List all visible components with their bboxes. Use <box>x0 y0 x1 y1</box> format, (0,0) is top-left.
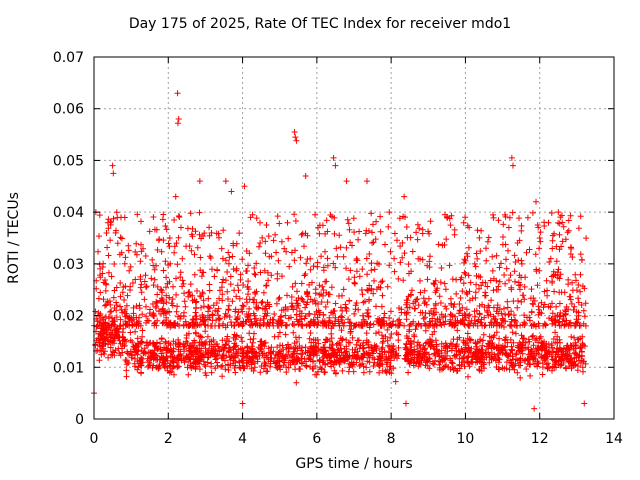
scatter-point <box>222 178 229 185</box>
plot-frame <box>93 56 615 420</box>
scatter-point <box>364 178 370 185</box>
x-tick-label: 0 <box>90 431 99 447</box>
scatter-point <box>173 240 180 247</box>
scatter-point <box>473 250 480 257</box>
chart-title: Day 175 of 2025, Rate Of TEC Index for r… <box>128 16 512 32</box>
scatter-point <box>555 209 562 216</box>
y-tick-label: 0.05 <box>53 153 84 169</box>
y-axis-label: ROTI / TECUs <box>6 192 22 284</box>
scatter-point <box>302 172 309 179</box>
y-tick-label: 0.01 <box>53 360 84 376</box>
scatter-point <box>109 162 116 169</box>
x-tick-label: 4 <box>238 431 247 447</box>
x-tick-label: 8 <box>387 431 396 447</box>
scatter-point <box>509 162 516 169</box>
x-tick-label: 2 <box>164 431 173 447</box>
scatter-point <box>175 116 182 123</box>
x-tick-label: 14 <box>605 431 623 447</box>
y-tick-label: 0.03 <box>53 257 84 273</box>
scatter-point <box>533 198 539 205</box>
scatter-point <box>536 235 543 241</box>
y-tick-label: 0.02 <box>53 309 84 325</box>
y-tick-label: 0 <box>75 412 84 428</box>
y-tick-label: 0.07 <box>53 50 84 66</box>
x-tick-label: 12 <box>531 431 549 447</box>
scatter-point <box>386 209 393 216</box>
scatter-point <box>332 162 339 169</box>
scatter-point <box>174 90 181 97</box>
scatter-point <box>174 120 181 127</box>
x-tick-label: 6 <box>312 431 321 447</box>
axis-ticks: 0 2 4 6 8 10 12 14 0 0.01 0.02 0.03 0.04 0.05 0.06 0.07 <box>53 50 623 447</box>
scatter-point <box>241 183 248 190</box>
data-points <box>91 90 590 412</box>
scatter-point <box>172 193 179 200</box>
scatter-point <box>143 284 149 291</box>
scatter-point <box>292 134 299 141</box>
y-tick-label: 0.04 <box>53 205 84 221</box>
scatter-point <box>228 188 235 195</box>
scatter-point <box>343 178 350 185</box>
scatter-point <box>531 405 538 412</box>
x-tick-label: 10 <box>457 431 475 447</box>
x-axis-label: GPS time / hours <box>295 456 413 472</box>
scatter-point <box>403 400 409 407</box>
scatter-point <box>196 178 203 185</box>
scatter-point <box>291 128 298 135</box>
scatter-point <box>508 154 515 161</box>
scatter-point <box>330 154 337 161</box>
y-tick-label: 0.06 <box>53 102 84 118</box>
scatter-point <box>293 137 300 144</box>
scatter-point <box>447 222 454 229</box>
scatter-point-cloud <box>91 209 590 386</box>
scatter-point <box>110 170 117 177</box>
scatter-point <box>239 400 246 407</box>
scatter-point <box>401 193 408 200</box>
scatter-point <box>581 400 588 407</box>
